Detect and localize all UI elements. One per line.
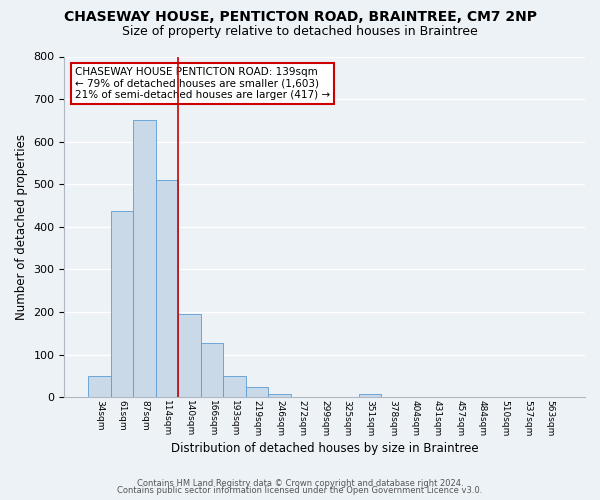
Bar — [133, 120, 155, 398]
Text: CHASEWAY HOUSE, PENTICTON ROAD, BRAINTREE, CM7 2NP: CHASEWAY HOUSE, PENTICTON ROAD, BRAINTRE… — [64, 10, 536, 24]
Text: CHASEWAY HOUSE PENTICTON ROAD: 139sqm
← 79% of detached houses are smaller (1,60: CHASEWAY HOUSE PENTICTON ROAD: 139sqm ← … — [75, 66, 330, 100]
Text: Contains HM Land Registry data © Crown copyright and database right 2024.: Contains HM Land Registry data © Crown c… — [137, 478, 463, 488]
Bar — [178, 314, 201, 398]
Bar — [246, 386, 268, 398]
Bar — [155, 180, 178, 398]
X-axis label: Distribution of detached houses by size in Braintree: Distribution of detached houses by size … — [171, 442, 479, 455]
Bar — [88, 376, 110, 398]
Text: Contains public sector information licensed under the Open Government Licence v3: Contains public sector information licen… — [118, 486, 482, 495]
Bar — [223, 376, 246, 398]
Y-axis label: Number of detached properties: Number of detached properties — [15, 134, 28, 320]
Bar — [268, 394, 291, 398]
Bar — [359, 394, 381, 398]
Text: Size of property relative to detached houses in Braintree: Size of property relative to detached ho… — [122, 25, 478, 38]
Bar — [201, 343, 223, 398]
Bar — [110, 211, 133, 398]
